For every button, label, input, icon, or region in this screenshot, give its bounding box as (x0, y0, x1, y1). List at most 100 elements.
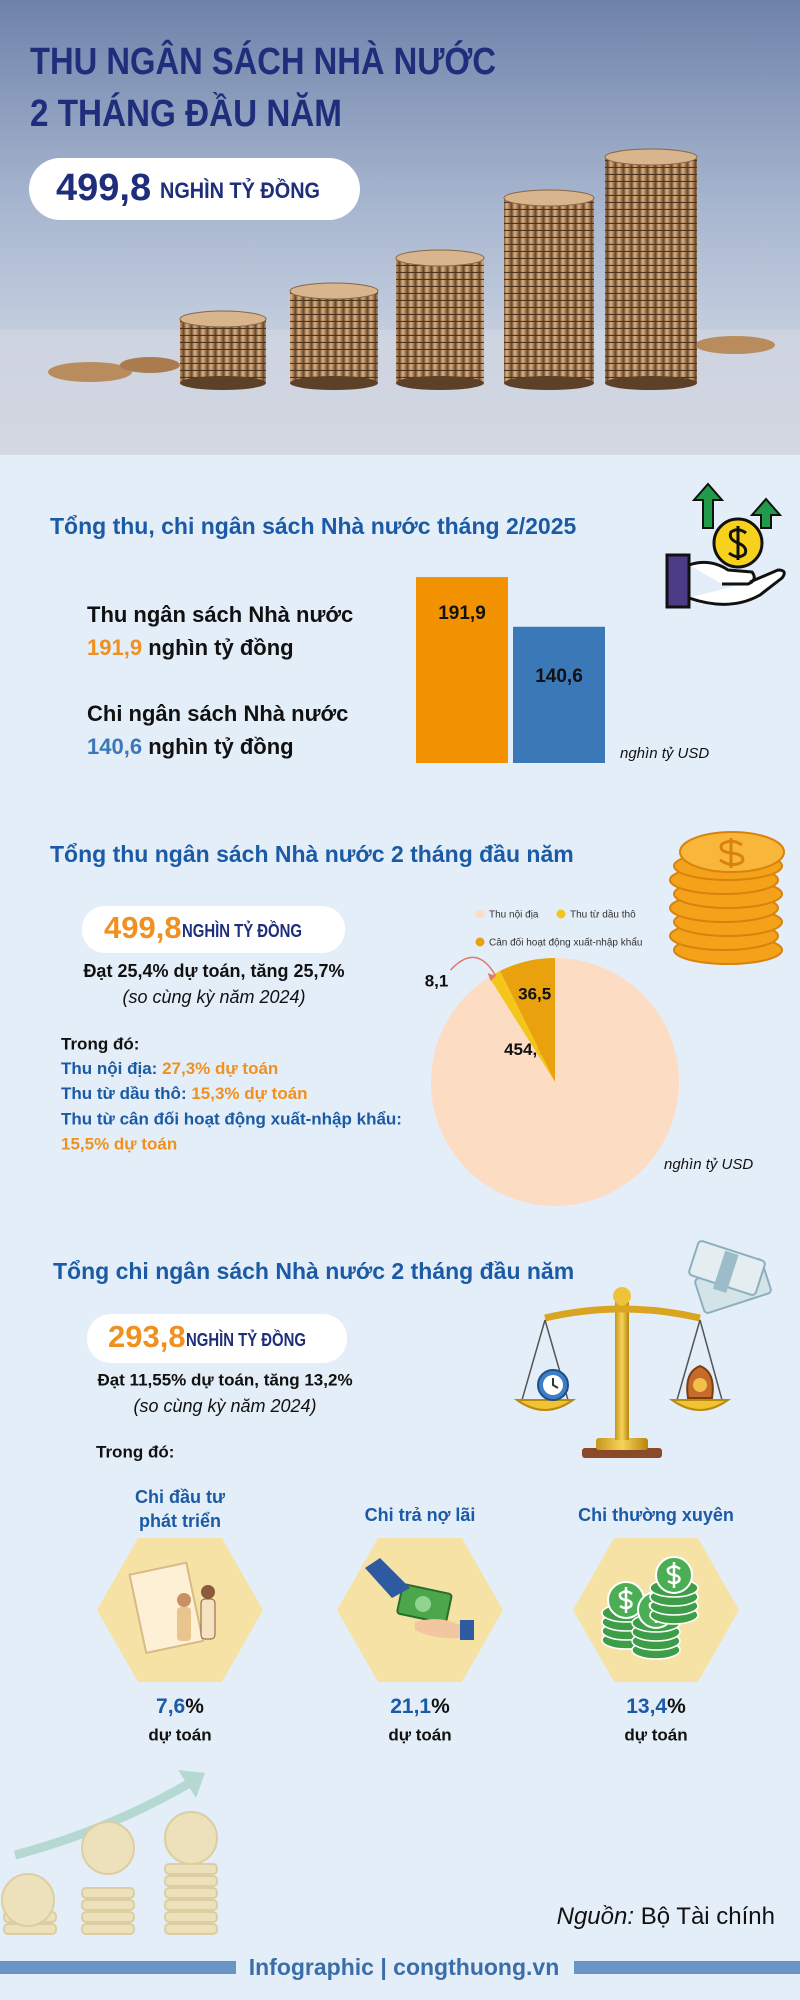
coin-top (179, 310, 267, 328)
coin-stack (605, 157, 697, 383)
total-unit: NGHÌN TỶ ĐỒNG (160, 178, 320, 203)
coin-stack (504, 198, 594, 383)
item-value: 7,6% (156, 1695, 204, 1718)
item-value: 13,4% (626, 1695, 686, 1718)
hand-icon (365, 1558, 410, 1598)
decoration (81, 1899, 135, 1911)
person-icon (177, 1607, 191, 1641)
label: Thu từ dầu thô: (61, 1084, 187, 1103)
legend-label: Thu nội địa (489, 910, 539, 921)
coin-top (604, 148, 698, 166)
summary: Đạt 25,4% dự toán, tăng 25,7% (83, 961, 344, 981)
title: THU NGÂN SÁCH NHÀ NƯỚC (30, 39, 496, 83)
decoration (728, 526, 748, 560)
item-note: dự toán (148, 1725, 211, 1744)
spending-section: Tổng chi ngân sách Nhà nước 2 tháng đầu … (53, 1240, 772, 1744)
decoration (668, 1399, 732, 1411)
pie-slice (489, 970, 555, 1082)
item-label: Thu ngân sách Nhà nước (87, 602, 353, 627)
coin-stack (290, 291, 378, 383)
decoration (0, 1961, 236, 1974)
item-title: Chi trả nợ lãi (365, 1505, 476, 1525)
unit: nghìn tỷ đồng (148, 734, 293, 759)
decoration (712, 1250, 739, 1293)
decoration (544, 1305, 701, 1322)
decoration (164, 1811, 218, 1865)
hand-icon (665, 482, 786, 609)
decoration (120, 357, 180, 373)
total-value: 293,8 (108, 1319, 186, 1354)
source-text: Bộ Tài chính (641, 1903, 775, 1930)
label: Thu nội địa: (61, 1059, 157, 1078)
decoration (695, 336, 775, 354)
breakdown-title: Trong đó: (61, 1034, 139, 1053)
breakdown-title: Trong đó: (96, 1442, 174, 1461)
slice-value-label: 8,1 (425, 972, 449, 991)
item-amount: 191,9 nghìn tỷ đồng (87, 635, 294, 660)
decoration (552, 1378, 559, 1389)
value: 27,3% dự toán (162, 1059, 278, 1078)
section-title: Tổng thu, chi ngân sách Nhà nước tháng 2… (50, 513, 577, 539)
legend-label: Thu từ dầu thô (570, 909, 636, 921)
footer: Infographic | congthuong.vn (0, 1954, 800, 1980)
legend-swatch (556, 909, 566, 919)
breakdown-item: 15,5% dự toán (61, 1134, 177, 1153)
bar (513, 626, 605, 763)
decoration (48, 362, 132, 382)
value: 21,1 (390, 1695, 431, 1718)
decoration (164, 1887, 218, 1899)
pie-slice (500, 958, 555, 1082)
unit: % (185, 1695, 204, 1718)
legend-label: Cân đối hoạt động xuất-nhập khẩu (489, 937, 642, 949)
money-icon (688, 1240, 772, 1314)
pie-slice (430, 958, 679, 1206)
title: 2 THÁNG ĐẦU NĂM (30, 91, 342, 135)
person-icon (200, 1598, 216, 1640)
legend-swatch (475, 909, 485, 919)
item-label: Chi ngân sách Nhà nước (87, 701, 348, 726)
total-value: 499,8 (56, 167, 151, 209)
coin-bottom (290, 376, 378, 390)
dollar-mark (618, 1587, 633, 1613)
total-pill (29, 158, 360, 220)
value: 13,4 (626, 1695, 667, 1718)
item-value: 21,1% (390, 1695, 450, 1718)
unit: % (431, 1695, 450, 1718)
total-pill (82, 906, 345, 953)
decoration (521, 1319, 723, 1401)
item-title: Chi đầu tư (135, 1487, 226, 1507)
unit-label: nghìn tỷ USD (664, 1156, 753, 1173)
decoration (693, 1378, 707, 1392)
coin-top (395, 249, 485, 267)
coin-bottom (504, 376, 594, 390)
decoration (582, 1448, 662, 1458)
dollar-mark (666, 1562, 681, 1588)
bar-chart: 191,9 140,6 nghìn tỷ USD (416, 577, 709, 763)
item-note: dự toán (624, 1725, 687, 1744)
header: THU NGÂN SÁCH NHÀ NƯỚC 2 THÁNG ĐẦU NĂM 4… (0, 0, 800, 455)
decoration (688, 560, 786, 606)
decoration (691, 482, 725, 529)
total-pill (87, 1314, 347, 1363)
bar-value-label: 191,9 (438, 603, 486, 624)
value: 15,3% dự toán (191, 1084, 307, 1103)
decoration (81, 1821, 135, 1875)
breakdown-item: Thu từ cân đối hoạt động xuất-nhập khẩu: (61, 1109, 402, 1128)
scales-icon (513, 1287, 732, 1458)
bar-value-label: 140,6 (535, 666, 583, 687)
decoration (513, 1399, 577, 1411)
coin-stack-icon (669, 831, 785, 965)
revenue-section: Tổng thu ngân sách Nhà nước 2 tháng đầu … (50, 831, 785, 1206)
sleeve-icon (460, 1620, 474, 1640)
section-title: Tổng chi ngân sách Nhà nước 2 tháng đầu … (53, 1258, 574, 1284)
decoration (164, 1863, 218, 1875)
coin-bottom (605, 376, 697, 390)
legend-swatch (475, 937, 485, 947)
source-label: Nguồn: (557, 1903, 634, 1930)
section-title: Tổng thu ngân sách Nhà nước 2 tháng đầu … (50, 841, 574, 867)
decoration (164, 1875, 218, 1887)
decoration (665, 553, 691, 609)
comparison: (so cùng kỳ năm 2024) (122, 987, 305, 1007)
coin-bottom (180, 376, 266, 390)
